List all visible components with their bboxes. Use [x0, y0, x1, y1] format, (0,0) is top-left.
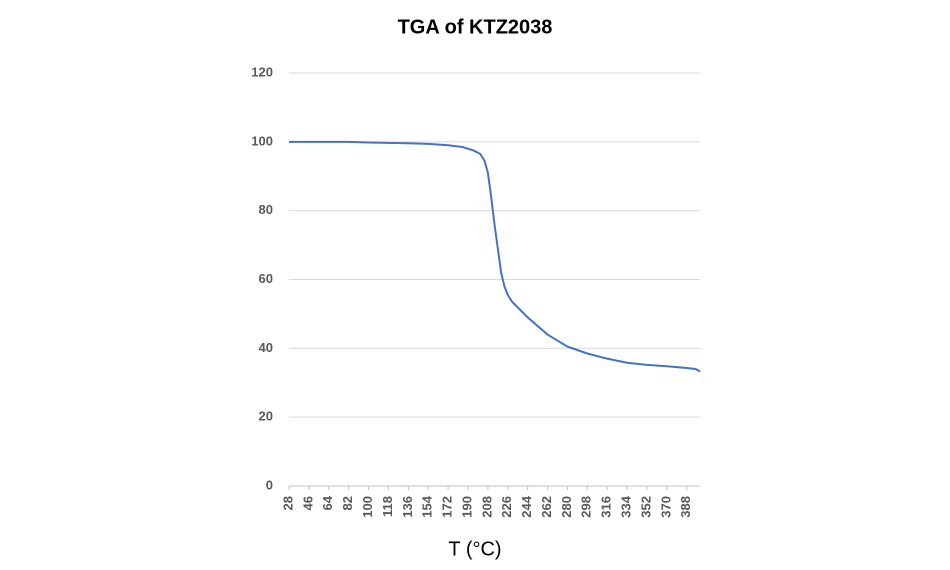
x-tick-label: 280	[559, 496, 574, 518]
x-tick-label: 136	[400, 496, 415, 518]
x-tick-label: 370	[658, 496, 673, 518]
y-tick-label: 80	[259, 202, 273, 217]
x-tick-label: 100	[360, 496, 375, 518]
x-tick-label: 172	[440, 496, 455, 518]
x-tick-label: 118	[380, 496, 395, 517]
x-tick-label: 298	[579, 496, 594, 518]
y-tick-label: 20	[259, 409, 273, 424]
y-tick-label: 0	[266, 477, 273, 492]
x-tick-label: 352	[638, 496, 653, 518]
x-tick-label: 388	[678, 496, 693, 518]
x-tick-label: 244	[519, 495, 534, 517]
x-tick-label: 64	[320, 495, 335, 510]
x-tick-label: 28	[280, 496, 295, 510]
x-tick-label: 154	[420, 495, 435, 517]
y-tick-label: 40	[259, 340, 273, 355]
x-tick-label: 262	[539, 496, 554, 518]
y-tick-label: 60	[259, 271, 273, 286]
x-tick-label: 226	[499, 496, 514, 518]
x-tick-label: 190	[459, 496, 474, 518]
x-tick-label: 46	[300, 496, 315, 510]
x-tick-label: 82	[340, 496, 355, 510]
x-axis-label: T (°C)	[448, 538, 501, 560]
y-tick-label: 100	[251, 133, 273, 148]
x-tick-label: 316	[599, 496, 614, 518]
data-line	[289, 140, 701, 373]
x-tick-label: 334	[619, 495, 634, 517]
y-tick-label: 120	[251, 64, 273, 79]
x-tick-label: 208	[479, 496, 494, 518]
chart-title: TGA of KTZ2038	[398, 16, 553, 38]
